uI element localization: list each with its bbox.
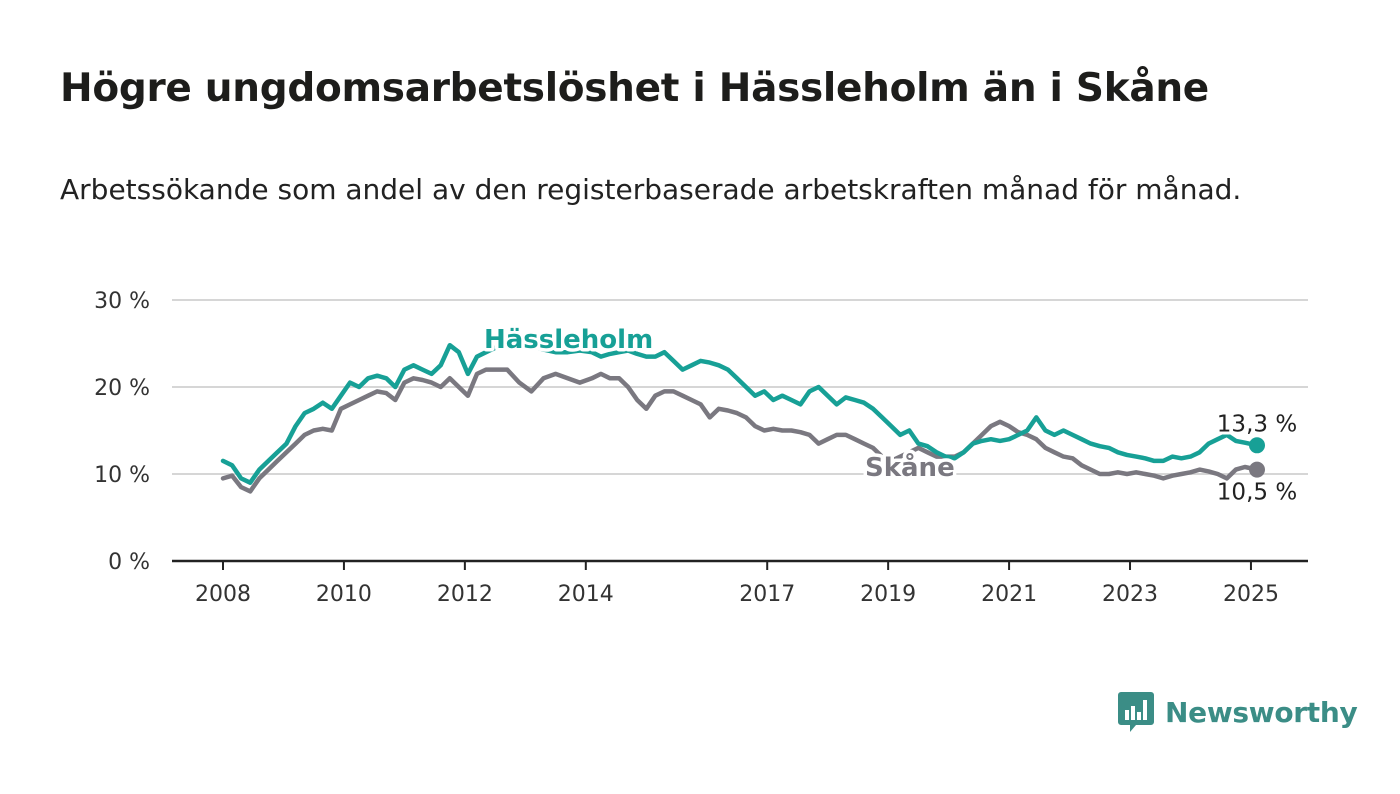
series-end-point	[1249, 437, 1265, 454]
page-title: Högre ungdomsarbetslöshet i Hässleholm ä…	[60, 66, 1209, 111]
gridlines	[172, 299, 1308, 475]
page-subtitle: Arbetssökande som andel av den registerb…	[60, 173, 1242, 206]
x-tick-label: 2017	[739, 582, 795, 607]
series-end-point	[1249, 461, 1265, 478]
series-label-hassleholm: Hässleholm	[484, 325, 653, 355]
x-tick-label: 2010	[316, 582, 372, 607]
y-axis: 0 % 10 % 20 % 30 %	[94, 289, 150, 575]
y-tick-label: 30 %	[94, 289, 150, 314]
end-label-skane: 10,5 %	[1217, 480, 1297, 506]
x-tick-label: 2012	[437, 582, 493, 607]
x-axis: 2008 2010 2012 2014 2017 2019 2021 2023 2025	[172, 559, 1308, 607]
x-tick-label: 2023	[1102, 582, 1158, 607]
x-tick-label: 2025	[1223, 582, 1279, 607]
series-label-hassleholm-halo: Hässleholm	[484, 325, 653, 355]
y-tick-label: 0 %	[108, 550, 150, 575]
brand-name: Newsworthy	[1165, 695, 1358, 729]
y-tick-label: 10 %	[94, 463, 150, 488]
series-line-skane	[220, 367, 1260, 494]
x-tick-label: 2021	[981, 582, 1037, 607]
x-tick-label: 2008	[195, 582, 251, 607]
end-label-hassleholm: 13,3 %	[1217, 411, 1297, 437]
series-line-hassleholm	[220, 336, 1260, 485]
x-tick-label: 2019	[860, 582, 916, 607]
end-label-halo: 13,3 %	[1217, 411, 1297, 437]
x-tick-label: 2014	[558, 582, 614, 607]
series-label-skane-halo: Skåne	[865, 451, 955, 483]
series-label-skane: Skåne	[865, 451, 955, 483]
newsworthy-logo-icon	[1118, 692, 1154, 732]
y-tick-label: 20 %	[94, 376, 150, 401]
brand-logo[interactable]: Newsworthy	[1118, 690, 1358, 734]
series-lines	[220, 336, 1265, 494]
